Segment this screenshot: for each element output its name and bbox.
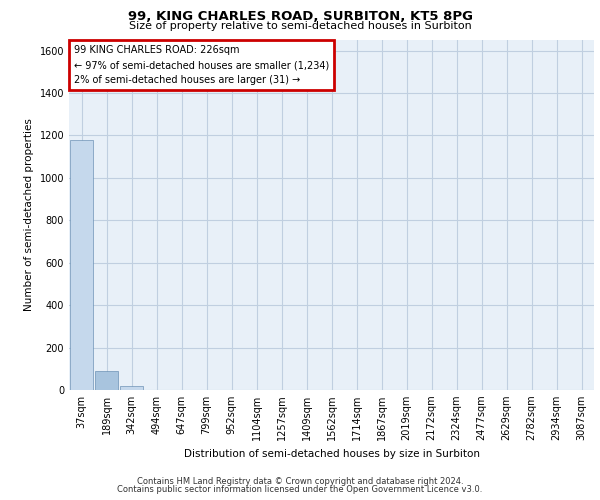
Text: Contains HM Land Registry data © Crown copyright and database right 2024.: Contains HM Land Registry data © Crown c… bbox=[137, 477, 463, 486]
X-axis label: Distribution of semi-detached houses by size in Surbiton: Distribution of semi-detached houses by … bbox=[184, 449, 479, 459]
Text: 99, KING CHARLES ROAD, SURBITON, KT5 8PG: 99, KING CHARLES ROAD, SURBITON, KT5 8PG bbox=[128, 10, 473, 23]
Text: 99 KING CHARLES ROAD: 226sqm
← 97% of semi-detached houses are smaller (1,234)
2: 99 KING CHARLES ROAD: 226sqm ← 97% of se… bbox=[74, 46, 329, 85]
Text: Size of property relative to semi-detached houses in Surbiton: Size of property relative to semi-detach… bbox=[128, 21, 472, 31]
Bar bbox=[70, 140, 93, 390]
Text: Contains public sector information licensed under the Open Government Licence v3: Contains public sector information licen… bbox=[118, 485, 482, 494]
Bar bbox=[120, 386, 143, 390]
Bar bbox=[95, 371, 118, 390]
Y-axis label: Number of semi-detached properties: Number of semi-detached properties bbox=[24, 118, 34, 312]
